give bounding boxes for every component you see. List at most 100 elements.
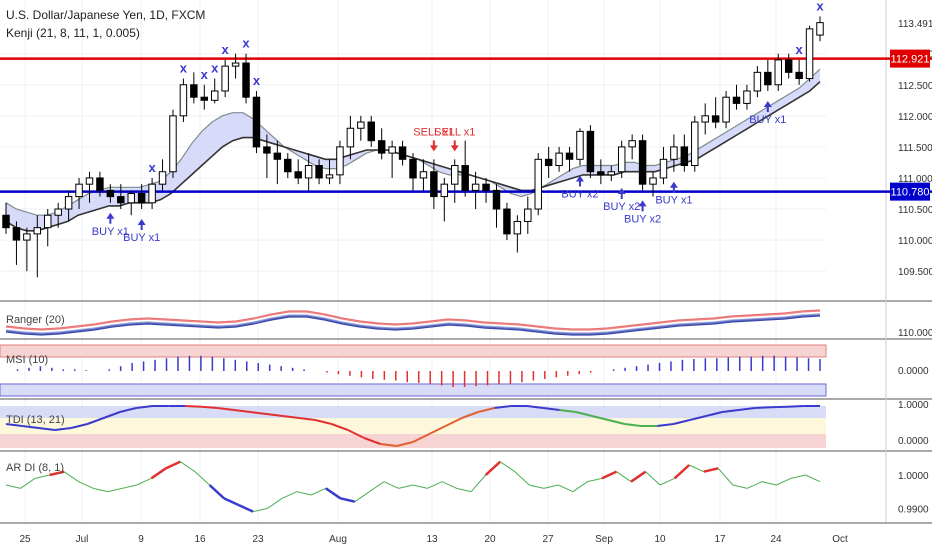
tdi-segment — [201, 405, 218, 409]
ardi-segment — [194, 471, 210, 486]
tdi-segment — [380, 443, 397, 447]
buy-signal-label: BUY x1 — [123, 232, 160, 244]
ardi-segment — [630, 470, 647, 483]
candle — [524, 208, 532, 222]
y-tick-label: 111.500 — [898, 143, 932, 154]
buy-arrow — [638, 200, 647, 212]
tdi-segment — [315, 419, 332, 425]
candle — [294, 171, 302, 179]
tdi-segment — [185, 405, 202, 408]
candle — [85, 177, 94, 185]
price-level-label: 112.921 — [891, 54, 930, 66]
candle — [711, 115, 720, 123]
candle — [492, 189, 501, 210]
ranger-line — [5, 314, 821, 335]
candle — [117, 196, 125, 204]
tdi-segment — [70, 423, 88, 429]
candle — [607, 171, 616, 176]
candle — [388, 146, 396, 154]
ardi-segment — [529, 484, 544, 489]
candle — [503, 208, 511, 235]
cross-marker: x — [816, 0, 824, 13]
ardi-segment — [136, 477, 152, 486]
tdi-segment — [738, 407, 756, 411]
candle — [471, 183, 480, 191]
ardi-segment — [572, 481, 588, 493]
candle — [336, 146, 344, 176]
y-tick-label: 112.000 — [898, 112, 932, 123]
candle — [242, 62, 250, 98]
candle — [753, 71, 762, 92]
tdi-panel — [0, 405, 826, 448]
candle — [357, 121, 365, 129]
x-tick-label: Oct — [832, 534, 848, 545]
candle — [461, 165, 469, 191]
tdi-segment — [705, 411, 723, 417]
candle — [670, 146, 678, 160]
ardi-segment — [208, 484, 225, 500]
cross-marker: x — [222, 42, 230, 57]
x-tick-label: 17 — [714, 534, 726, 545]
candle — [273, 152, 282, 160]
ardi-segment — [325, 487, 342, 500]
candle — [764, 71, 772, 86]
tdi-segment — [396, 441, 414, 447]
candle — [127, 192, 135, 204]
y-tick-label: 110.000 — [898, 236, 932, 247]
y-tick-label: 112.500 — [898, 81, 932, 92]
candle — [377, 140, 386, 154]
tdi-segment — [412, 433, 430, 443]
x-tick-label: 25 — [19, 534, 31, 545]
ardi-segment — [456, 487, 472, 493]
cross-marker: x — [211, 61, 219, 76]
candle — [743, 90, 751, 104]
candle — [784, 59, 793, 73]
candle — [44, 214, 52, 229]
buy-arrow — [106, 212, 115, 224]
ardi-segment — [587, 477, 603, 483]
price-level-badge — [890, 182, 930, 201]
ardi-segment — [776, 477, 792, 486]
buy-signal-label: BUY x1 — [749, 114, 786, 126]
candle — [409, 158, 417, 179]
ardi-segment — [470, 474, 487, 492]
tdi-segment — [494, 405, 511, 409]
buy-signal-label: BUY x2 — [603, 201, 640, 213]
ardi-segment — [717, 468, 734, 486]
ardi-segment — [543, 484, 559, 489]
candle — [597, 171, 605, 176]
sell-arrow — [450, 140, 459, 152]
candle — [451, 165, 459, 185]
ardi-segment — [150, 467, 167, 480]
tdi-segment — [461, 411, 479, 419]
cross-marker: x — [796, 42, 804, 57]
candle — [346, 127, 355, 148]
panel-labels: Ranger (20) MSI (10) TDI (13, 21) AR DI (8,… — [6, 314, 65, 474]
msi-lower-band — [0, 383, 827, 397]
ardi-tick-label: 1.0000 — [898, 471, 929, 482]
candle — [64, 196, 73, 210]
candle — [106, 189, 115, 198]
buy-arrow — [617, 187, 626, 199]
tdi-middle-band — [0, 418, 826, 434]
ardi-segment — [122, 484, 137, 489]
tdi-segment — [298, 417, 316, 421]
ardi-segment — [63, 471, 79, 483]
cross-marker: x — [180, 61, 188, 76]
tdi-segment — [526, 405, 544, 409]
candle — [555, 152, 563, 167]
sell-signal-label: SELL x1 — [434, 126, 475, 138]
tdi-segment — [787, 405, 804, 408]
ardi-segment — [659, 477, 675, 486]
tdi-title: TDI (13, 21) — [6, 414, 65, 426]
tdi-tick-label: 1.0000 — [898, 400, 929, 411]
x-tick-label: Jul — [76, 534, 89, 545]
buy-arrow — [763, 100, 772, 112]
tdi-segment — [282, 415, 300, 419]
ardi-segment — [383, 481, 399, 489]
ardi-segment — [761, 481, 777, 486]
candle — [137, 192, 146, 204]
x-tick-label: 10 — [654, 534, 666, 545]
ardi-segment — [252, 507, 268, 513]
